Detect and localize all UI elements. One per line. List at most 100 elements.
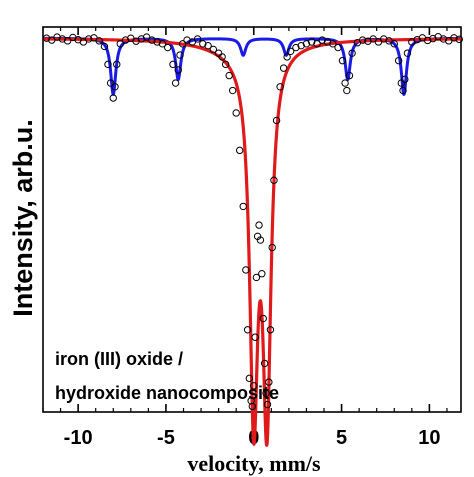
data-point xyxy=(334,43,342,52)
data-point xyxy=(455,35,463,44)
data-point xyxy=(450,34,458,42)
data-point xyxy=(270,176,278,184)
x-tick-label: -5 xyxy=(157,427,175,449)
data-point xyxy=(239,202,247,211)
data-point xyxy=(297,41,305,50)
data-point xyxy=(401,75,409,84)
data-point xyxy=(403,49,412,57)
data-point xyxy=(255,221,263,229)
data-point xyxy=(243,326,252,334)
data-point xyxy=(380,35,388,43)
data-point xyxy=(323,38,332,46)
data-point xyxy=(100,42,109,51)
x-axis-title: velocity, mm/s xyxy=(187,451,321,476)
data-point xyxy=(248,402,257,411)
data-point xyxy=(199,40,207,48)
data-point xyxy=(279,64,288,72)
data-point xyxy=(341,79,349,87)
data-point xyxy=(272,116,281,125)
data-point xyxy=(116,40,124,48)
data-point xyxy=(283,53,291,61)
data-point xyxy=(250,382,258,390)
sample-annotation-line-2: hydroxide nanocomposite xyxy=(55,383,279,403)
data-point xyxy=(209,45,218,54)
data-point xyxy=(171,79,180,87)
data-point xyxy=(228,86,237,95)
x-tick-label: 5 xyxy=(336,427,347,449)
data-point xyxy=(348,49,356,57)
data-point xyxy=(106,79,115,87)
x-major-ticks xyxy=(77,27,431,412)
data-point xyxy=(345,71,354,80)
data-point xyxy=(109,94,117,102)
data-point xyxy=(95,37,103,45)
data-point xyxy=(390,40,398,48)
data-point xyxy=(413,36,421,44)
data-point xyxy=(137,35,146,43)
measured-points xyxy=(42,33,463,411)
data-point xyxy=(308,38,316,46)
data-point xyxy=(176,51,184,59)
data-point xyxy=(148,36,156,44)
data-point xyxy=(111,83,119,91)
data-point xyxy=(84,35,93,43)
data-point xyxy=(204,41,212,50)
data-point xyxy=(343,86,351,95)
sample-annotation-line-1: iron (III) oxide / xyxy=(55,349,183,369)
data-point xyxy=(276,83,284,91)
data-point xyxy=(358,36,367,44)
data-point xyxy=(251,333,259,341)
data-point xyxy=(318,36,326,44)
data-point xyxy=(263,400,272,409)
data-point xyxy=(113,60,121,69)
data-point xyxy=(266,326,275,334)
data-point xyxy=(329,40,337,48)
data-point xyxy=(193,35,202,43)
data-point xyxy=(292,43,300,52)
data-point xyxy=(158,40,167,48)
data-point xyxy=(338,56,347,65)
data-point xyxy=(242,266,250,274)
data-point xyxy=(258,270,266,278)
data-point xyxy=(232,109,240,117)
data-point xyxy=(394,56,403,65)
data-point xyxy=(63,37,72,45)
data-point xyxy=(313,40,321,48)
data-point xyxy=(121,36,130,44)
data-point xyxy=(260,359,269,368)
data-point xyxy=(245,374,254,383)
data-point xyxy=(58,35,67,43)
data-point xyxy=(265,378,273,386)
data-point xyxy=(252,273,261,282)
data-point xyxy=(423,36,432,45)
data-point xyxy=(236,146,244,155)
data-point xyxy=(178,40,187,48)
x-tick-label: -10 xyxy=(64,427,93,449)
data-point xyxy=(439,35,448,43)
data-point xyxy=(169,60,177,69)
data-point xyxy=(225,71,233,80)
data-point xyxy=(256,236,265,244)
y-axis-title: Intensity, arb.u. xyxy=(8,119,38,317)
data-point xyxy=(53,33,61,41)
data-point xyxy=(262,389,270,398)
data-point xyxy=(218,53,226,61)
data-point xyxy=(259,314,267,323)
data-point xyxy=(42,34,51,42)
data-point xyxy=(183,36,191,44)
data-point xyxy=(247,397,255,405)
data-point xyxy=(286,47,295,55)
fit-total-curve xyxy=(41,37,463,447)
data-point xyxy=(104,60,112,69)
data-point xyxy=(221,60,230,69)
data-point xyxy=(153,38,161,46)
data-point xyxy=(399,86,407,95)
data-point xyxy=(429,34,437,43)
data-point xyxy=(302,40,311,48)
data-point xyxy=(164,43,172,52)
data-point xyxy=(174,66,182,74)
x-tick-label: 10 xyxy=(418,427,440,449)
x-minor-ticks xyxy=(42,27,448,412)
data-point xyxy=(268,243,276,252)
